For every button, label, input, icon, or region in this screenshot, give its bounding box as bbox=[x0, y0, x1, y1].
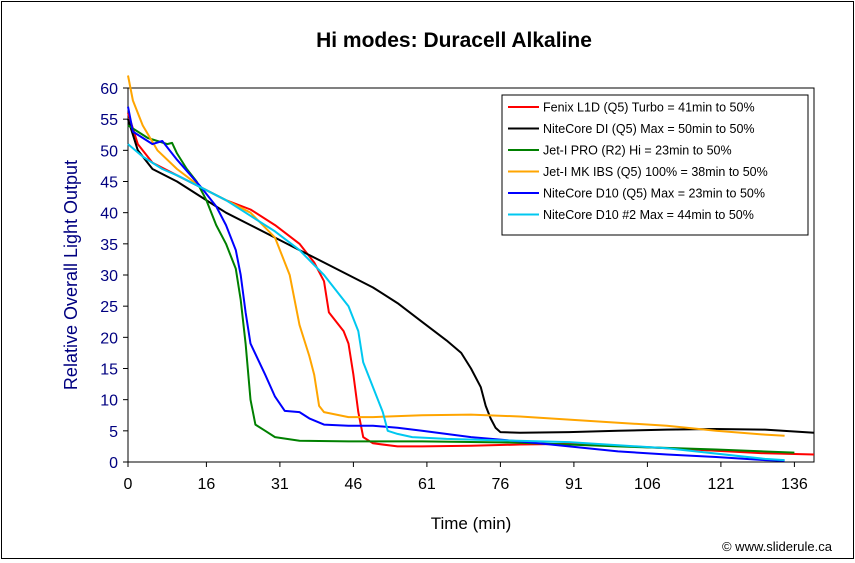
y-axis-label: Relative Overall Light Output bbox=[61, 160, 81, 390]
chart-title: Hi modes: Duracell Alkaline bbox=[316, 29, 592, 52]
series-line-6 bbox=[127, 143, 785, 462]
y-tick-label: 45 bbox=[100, 175, 118, 192]
legend: Fenix L1D (Q5) Turbo = 41min to 50% NiteC… bbox=[501, 94, 809, 236]
y-tick-label: 15 bbox=[100, 362, 118, 379]
legend-entry: NiteCore DI (Q5) Max = 50min to 50% bbox=[543, 122, 755, 136]
y-tick-label: 60 bbox=[100, 81, 118, 98]
legend-entry: Jet-I MK IBS (Q5) 100% = 38min to 50% bbox=[543, 165, 768, 179]
y-tick-label: 40 bbox=[100, 206, 118, 223]
credit-text: © www.sliderule.ca bbox=[722, 539, 833, 554]
y-tick-label: 0 bbox=[109, 455, 118, 472]
x-tick-label: 121 bbox=[708, 476, 735, 493]
x-tick-label: 106 bbox=[634, 476, 661, 493]
y-tick-label: 25 bbox=[100, 299, 118, 316]
series-layer bbox=[127, 75, 815, 462]
x-tick-label: 61 bbox=[418, 476, 436, 493]
y-tick-label: 55 bbox=[100, 112, 118, 129]
legend-entry: NiteCore D10 (Q5) Max = 23min to 50% bbox=[543, 187, 765, 201]
x-axis-label: Time (min) bbox=[431, 514, 512, 533]
series-line-3 bbox=[127, 124, 795, 454]
series-line-4 bbox=[127, 75, 785, 437]
axes: 0 5 10 15 20 25 30 35 40 45 50 55 60 0 16 31 46 61 76 91 106… bbox=[100, 81, 808, 493]
y-tick-label: 20 bbox=[100, 330, 118, 347]
x-tick-label: 46 bbox=[345, 476, 363, 493]
x-tick-label: 136 bbox=[781, 476, 808, 493]
x-tick-label: 16 bbox=[198, 476, 216, 493]
legend-entry: Fenix L1D (Q5) Turbo = 41min to 50% bbox=[543, 101, 755, 115]
y-tick-label: 10 bbox=[100, 393, 118, 410]
legend-entry: Jet-I PRO (R2) Hi = 23min to 50% bbox=[543, 144, 732, 158]
y-tick-label: 30 bbox=[100, 268, 118, 285]
x-tick-label: 0 bbox=[124, 476, 133, 493]
x-tick-label: 76 bbox=[492, 476, 510, 493]
x-tick-label: 91 bbox=[565, 476, 583, 493]
series-line-5 bbox=[127, 106, 785, 462]
y-tick-label: 35 bbox=[100, 237, 118, 254]
y-tick-label: 50 bbox=[100, 143, 118, 160]
legend-entry: NiteCore D10 #2 Max = 44min to 50% bbox=[543, 208, 754, 222]
x-tick-label: 31 bbox=[271, 476, 289, 493]
y-tick-label: 5 bbox=[109, 424, 118, 441]
legend-box bbox=[501, 94, 809, 236]
